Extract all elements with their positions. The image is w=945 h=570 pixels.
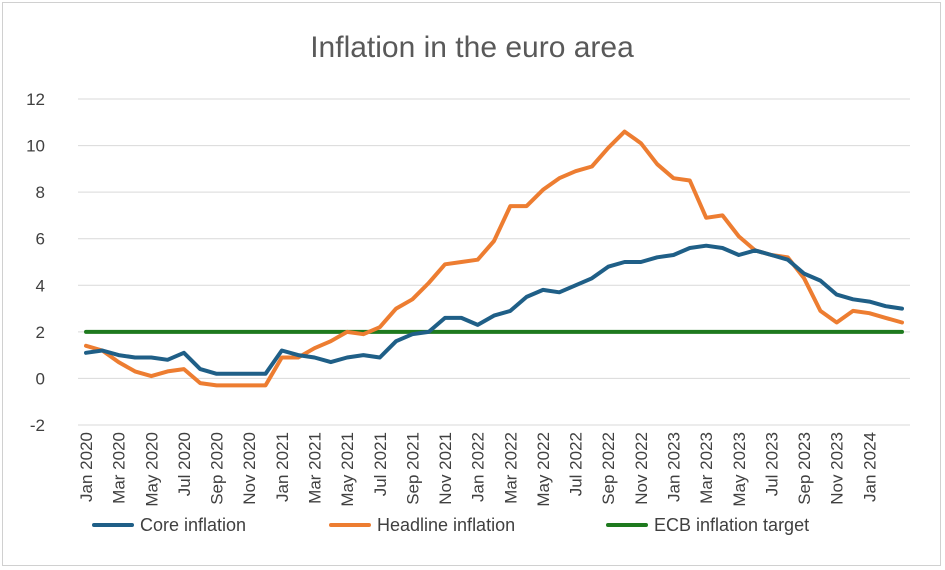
y-tick-label: -2 (30, 416, 45, 435)
x-tick-label: Sep 2020 (208, 432, 227, 505)
x-tick-label: Jan 2021 (273, 432, 292, 502)
legend-item: Headline inflation (329, 515, 515, 535)
y-axis: -2 0 2 4 6 8 10 12 (26, 90, 45, 435)
y-tick-label: 10 (26, 137, 45, 156)
x-tick-label: Mar 2023 (697, 432, 716, 504)
x-tick-label: Jul 2023 (762, 432, 781, 496)
y-tick-label: 0 (36, 369, 45, 388)
legend-item: ECB inflation target (606, 515, 809, 535)
series-line-core-inflation (84, 243, 904, 376)
legend-label: Core inflation (140, 515, 246, 535)
x-tick-label: Jul 2020 (175, 432, 194, 496)
y-tick-label: 2 (36, 323, 45, 342)
x-tick-label: Nov 2020 (240, 432, 259, 505)
x-tick-label: Jan 2024 (860, 432, 879, 502)
x-tick-label: Mar 2020 (110, 432, 129, 504)
x-tick-label: Nov 2021 (436, 432, 455, 505)
legend: Core inflation Headline inflation ECB infl… (92, 515, 809, 535)
x-axis: Jan 2020 Mar 2020 May 2020 Jul 2020 Sep 2020… (77, 432, 879, 507)
x-tick-label: Mar 2022 (501, 432, 520, 504)
x-tick-label: Sep 2023 (795, 432, 814, 505)
y-tick-label: 12 (26, 90, 45, 109)
x-tick-label: Sep 2022 (599, 432, 618, 505)
x-tick-label: May 2021 (338, 432, 357, 507)
x-tick-label: Jul 2021 (371, 432, 390, 496)
x-tick-label: May 2020 (142, 432, 161, 507)
legend-item: Core inflation (92, 515, 246, 535)
series-lines (84, 129, 904, 388)
x-tick-label: Nov 2023 (828, 432, 847, 505)
chart-title: Inflation in the euro area (310, 31, 634, 64)
x-tick-label: Jul 2022 (567, 432, 586, 496)
legend-label: Headline inflation (377, 515, 515, 535)
x-tick-label: May 2023 (730, 432, 749, 507)
y-tick-label: 8 (36, 183, 45, 202)
x-tick-label: Jan 2020 (77, 432, 96, 502)
x-tick-label: May 2022 (534, 432, 553, 507)
gridlines (78, 98, 910, 426)
x-tick-label: Sep 2021 (403, 432, 422, 505)
x-tick-label: Jan 2023 (665, 432, 684, 502)
x-tick-label: Jan 2022 (469, 432, 488, 502)
x-tick-label: Mar 2021 (305, 432, 324, 504)
x-tick-label: Nov 2022 (632, 432, 651, 505)
y-tick-label: 4 (36, 276, 45, 295)
y-tick-label: 6 (36, 230, 45, 249)
legend-label: ECB inflation target (654, 515, 809, 535)
